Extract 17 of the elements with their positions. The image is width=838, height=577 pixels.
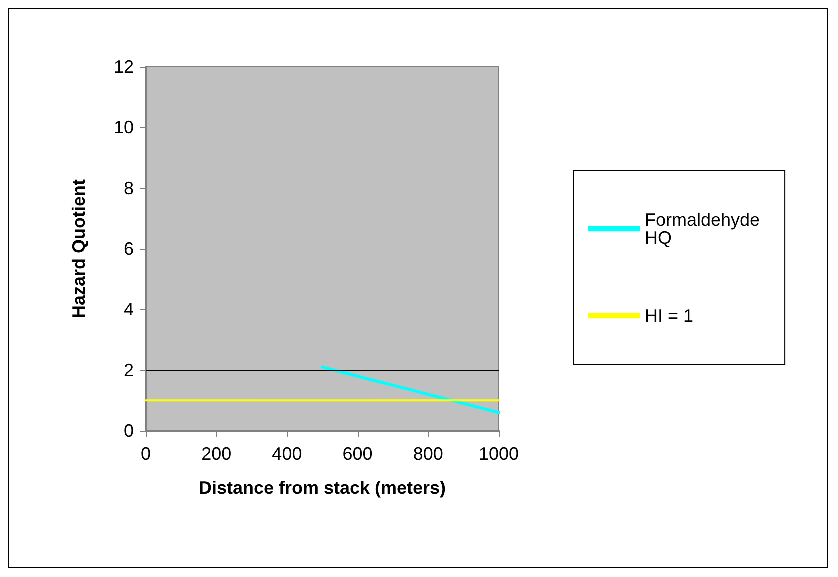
legend-label: Formaldehyde HQ: [645, 210, 766, 248]
x-tick-label: 0: [140, 444, 152, 464]
y-tick-label: 8: [124, 178, 134, 198]
y-tick-label: 0: [124, 421, 134, 441]
x-axis-title: Distance from stack (meters): [198, 478, 446, 498]
x-tick-label: 1000: [478, 444, 520, 464]
y-tick-label: 4: [124, 300, 134, 320]
x-tick-label: 600: [342, 444, 373, 464]
y-tick-label: 10: [114, 118, 134, 138]
x-tick-label: 400: [272, 444, 302, 464]
y-tick-label: 12: [114, 57, 134, 77]
y-tick-label: 6: [124, 239, 134, 259]
x-tick-label: 200: [202, 444, 232, 464]
y-axis-title: Hazard Quotient: [69, 179, 89, 319]
y-tick-label: 2: [124, 360, 134, 380]
x-tick-label: 800: [413, 444, 444, 464]
legend-label: HI = 1: [645, 306, 694, 326]
